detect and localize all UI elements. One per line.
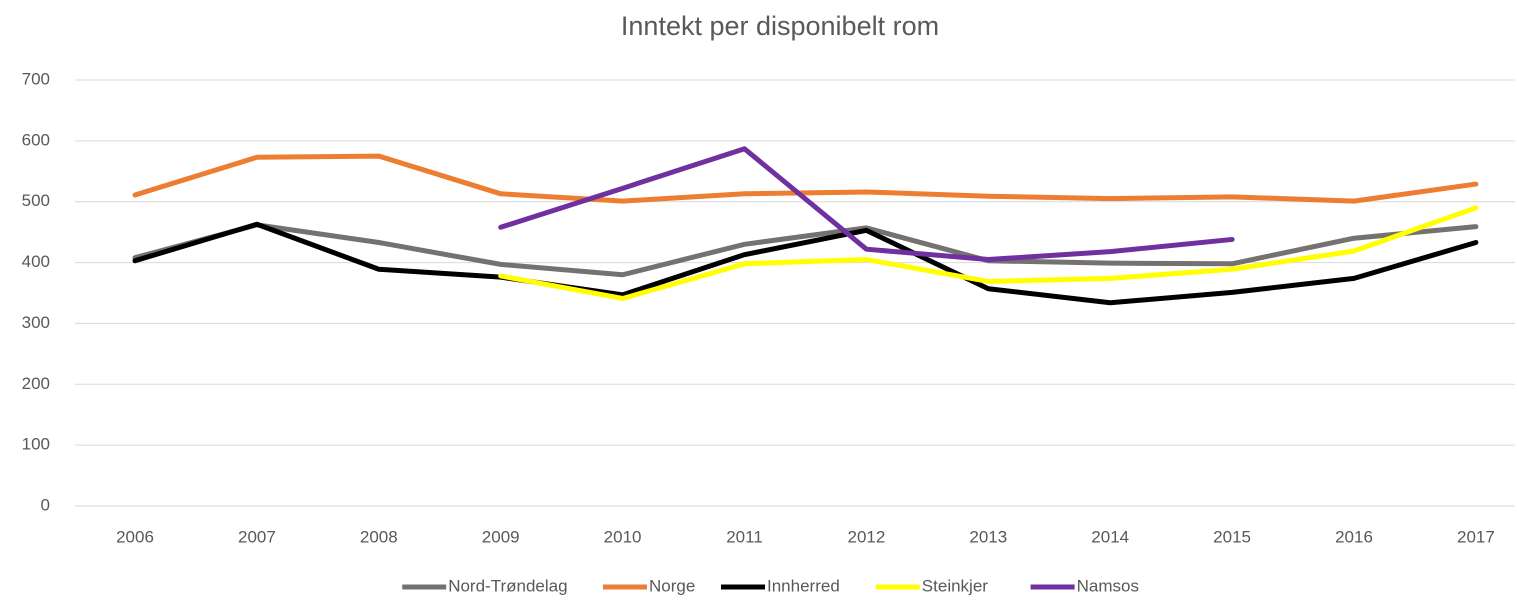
y-tick-label: 500 [22,191,50,210]
x-tick-label: 2011 [726,527,763,546]
x-tick-label: 2009 [482,527,520,546]
x-tick-label: 2017 [1457,527,1495,546]
x-tick-label: 2007 [238,527,276,546]
legend-label: Nord-Trøndelag [448,576,567,595]
series-line [132,153,1479,204]
y-tick-label: 100 [22,435,50,454]
series-line [498,205,1479,301]
legend-label: Steinkjer [922,576,988,595]
legend-label: Norge [649,576,695,595]
legend-label: Innherred [767,576,840,595]
x-tick-label: 2012 [847,527,885,546]
y-tick-label: 400 [22,252,50,271]
y-tick-label: 200 [22,374,50,393]
x-tick-label: 2016 [1335,527,1373,546]
x-tick-label: 2010 [604,527,642,546]
y-tick-label: 600 [22,130,50,149]
y-tick-label: 700 [22,69,50,88]
y-tick-label: 300 [22,313,50,332]
y-tick-label: 0 [41,495,50,514]
x-tick-label: 2013 [969,527,1007,546]
x-tick-label: 2006 [116,527,154,546]
series-line [132,221,1479,306]
series-line [498,146,1235,263]
x-tick-label: 2008 [360,527,398,546]
series-line [132,222,1479,278]
chart-title: Inntekt per disponibelt rom [621,11,939,41]
x-tick-label: 2015 [1213,527,1251,546]
x-tick-label: 2014 [1091,527,1129,546]
legend-label: Namsos [1077,576,1139,595]
